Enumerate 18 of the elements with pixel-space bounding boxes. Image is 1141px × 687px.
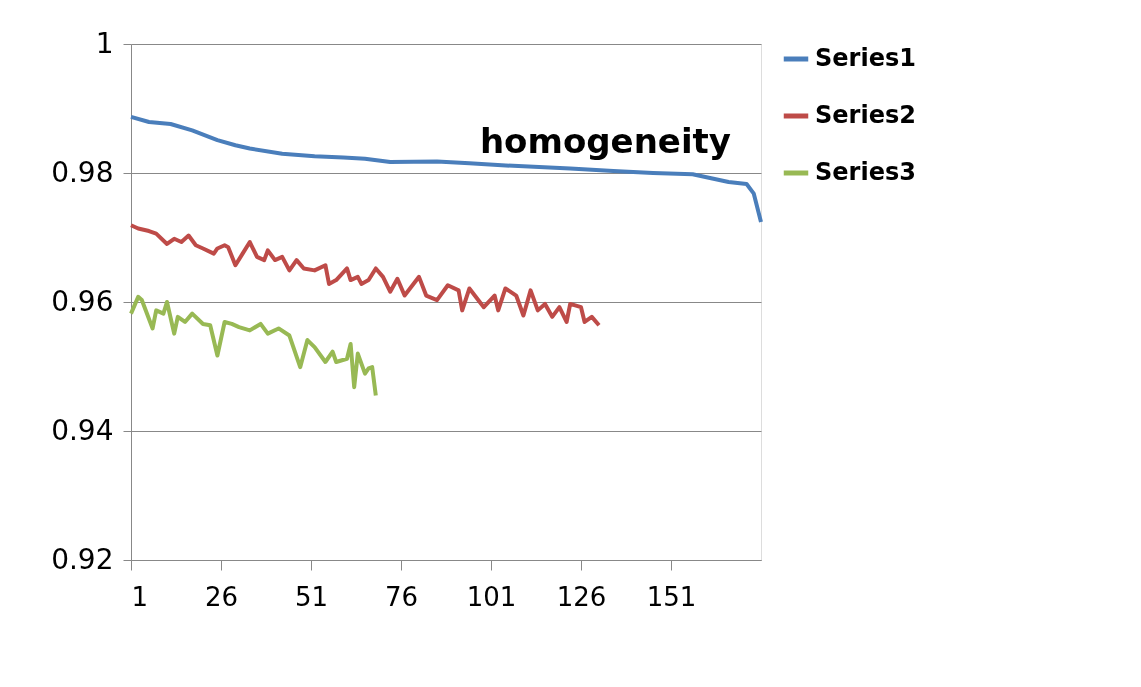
line-series (129, 223, 601, 328)
x-tick-label: 101 (466, 581, 517, 612)
legend-label: Series1 (815, 44, 916, 72)
x-tick-label: 26 (204, 581, 239, 612)
x-tick-label: 76 (384, 581, 419, 612)
text: homogeneity (479, 121, 731, 161)
x-tick-label: 1 (131, 581, 149, 612)
x-tick-label: 126 (556, 581, 607, 612)
y-tick-label: 1 (95, 26, 114, 60)
line-series (129, 294, 378, 398)
x-tick-label: 151 (646, 581, 697, 612)
legend-label: Series2 (815, 101, 916, 129)
x-tick-label: 51 (294, 581, 329, 612)
y-tick-label: 0.96 (51, 284, 114, 318)
y-tick-label: 0.92 (51, 542, 114, 576)
y-tick-label: 0.98 (51, 155, 114, 189)
legend-label: Series3 (815, 158, 916, 186)
y-tick-label: 0.94 (51, 413, 114, 447)
